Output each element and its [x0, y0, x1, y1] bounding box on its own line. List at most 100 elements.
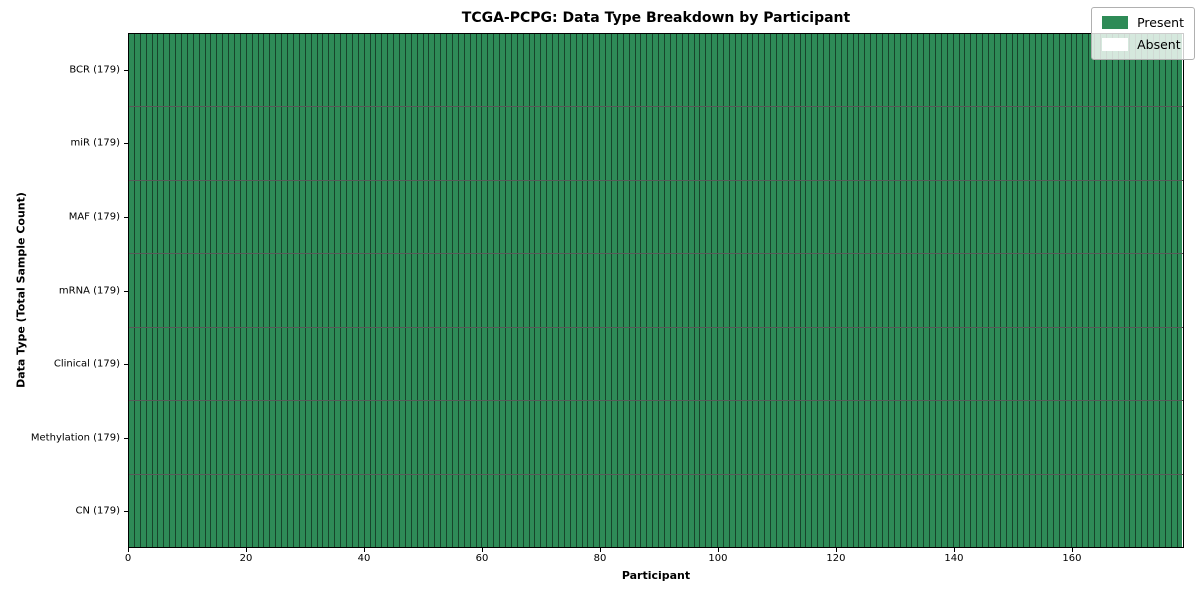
- heatmap-cell: [712, 107, 719, 180]
- heatmap-cell: [240, 401, 247, 474]
- heatmap-cell: [753, 180, 760, 254]
- heatmap-cell: [959, 254, 966, 327]
- heatmap-cell: [335, 107, 342, 180]
- heatmap-cell: [399, 180, 406, 254]
- heatmap-cell: [288, 474, 294, 547]
- heatmap-cell: [718, 474, 724, 547]
- heatmap-cell: [753, 254, 760, 327]
- heatmap-cell: [276, 254, 283, 327]
- heatmap-cell: [829, 401, 836, 474]
- heatmap-cell: [824, 254, 830, 327]
- heatmap-cell: [1083, 180, 1090, 254]
- heatmap-cell: [947, 401, 954, 474]
- heatmap-cell: [1118, 107, 1125, 180]
- heatmap-cell: [1006, 34, 1013, 107]
- heatmap-cell: [1000, 180, 1007, 254]
- heatmap-cell: [1053, 107, 1060, 180]
- heatmap-cell: [346, 401, 353, 474]
- heatmap-cell: [912, 180, 919, 254]
- heatmap-cell: [447, 180, 453, 254]
- y-tick-label: Clinical (179): [53, 358, 120, 370]
- heatmap-cell: [541, 107, 548, 180]
- heatmap-cell: [771, 107, 777, 180]
- heatmap-cell: [217, 474, 224, 547]
- heatmap-cell: [341, 401, 347, 474]
- heatmap-cell: [594, 254, 601, 327]
- heatmap-cell: [794, 327, 801, 401]
- heatmap-cell: [1071, 34, 1078, 107]
- heatmap-cell: [435, 254, 442, 327]
- heatmap-cell: [835, 254, 842, 327]
- heatmap-cell: [235, 327, 241, 401]
- heatmap-cell: [1177, 401, 1183, 474]
- heatmap-cell: [659, 34, 666, 107]
- heatmap-cell: [647, 34, 654, 107]
- heatmap-cell: [1124, 34, 1131, 107]
- heatmap-cell: [523, 327, 530, 401]
- heatmap-cell: [859, 401, 866, 474]
- heatmap-cell: [1177, 474, 1183, 547]
- heatmap-cell: [906, 474, 913, 547]
- heatmap-cell: [676, 254, 683, 327]
- heatmap-cell: [1171, 107, 1178, 180]
- heatmap-cell: [659, 474, 666, 547]
- heatmap-cell: [688, 474, 695, 547]
- heatmap-cell: [570, 474, 577, 547]
- heatmap-cell: [647, 474, 654, 547]
- heatmap-cell: [335, 474, 342, 547]
- heatmap-cell: [765, 327, 772, 401]
- heatmap-row-CN: [129, 474, 1183, 547]
- heatmap-cell: [606, 180, 613, 254]
- heatmap-cell: [547, 180, 554, 254]
- heatmap-cell: [1177, 34, 1183, 107]
- heatmap-cell: [594, 107, 601, 180]
- heatmap-cell: [346, 254, 353, 327]
- heatmap-cell: [458, 107, 465, 180]
- heatmap-cell: [411, 107, 418, 180]
- heatmap-cell: [382, 180, 389, 254]
- heatmap-cell: [140, 254, 147, 327]
- heatmap-cell: [788, 180, 795, 254]
- heatmap-cell: [164, 401, 171, 474]
- heatmap-cell: [134, 180, 141, 254]
- heatmap-cell: [246, 474, 253, 547]
- heatmap-cell: [1142, 180, 1149, 254]
- heatmap-cell: [1100, 327, 1107, 401]
- heatmap-cell: [288, 34, 294, 107]
- heatmap-cell: [217, 180, 224, 254]
- heatmap-cell: [735, 474, 742, 547]
- heatmap-cell: [871, 180, 878, 254]
- heatmap-cell: [370, 474, 377, 547]
- heatmap-cell: [517, 401, 524, 474]
- heatmap-cell: [187, 254, 194, 327]
- heatmap-cell: [1100, 474, 1107, 547]
- heatmap-cell: [688, 34, 695, 107]
- heatmap-cell: [989, 254, 995, 327]
- heatmap-cell: [529, 327, 536, 401]
- heatmap-cell: [229, 254, 236, 327]
- heatmap-cell: [771, 34, 777, 107]
- heatmap-cell: [270, 327, 277, 401]
- heatmap-cell: [288, 401, 294, 474]
- heatmap-cell: [547, 401, 554, 474]
- heatmap-cell: [1059, 254, 1066, 327]
- heatmap-cell: [276, 180, 283, 254]
- heatmap-cell: [299, 474, 306, 547]
- heatmap-cell: [541, 401, 548, 474]
- heatmap-cell: [588, 180, 595, 254]
- heatmap-cell: [205, 180, 212, 254]
- heatmap-cell: [264, 474, 271, 547]
- heatmap-cell: [829, 327, 836, 401]
- heatmap-cell: [1018, 254, 1025, 327]
- heatmap-cell: [989, 401, 995, 474]
- heatmap-cell: [936, 34, 942, 107]
- heatmap-cell: [1030, 180, 1037, 254]
- heatmap-cell: [176, 401, 183, 474]
- heatmap-cell: [553, 401, 560, 474]
- heatmap-cell: [311, 254, 318, 327]
- heatmap-cell: [1106, 327, 1113, 401]
- heatmap-cell: [164, 107, 171, 180]
- heatmap-cell: [888, 254, 895, 327]
- heatmap-cell: [965, 34, 972, 107]
